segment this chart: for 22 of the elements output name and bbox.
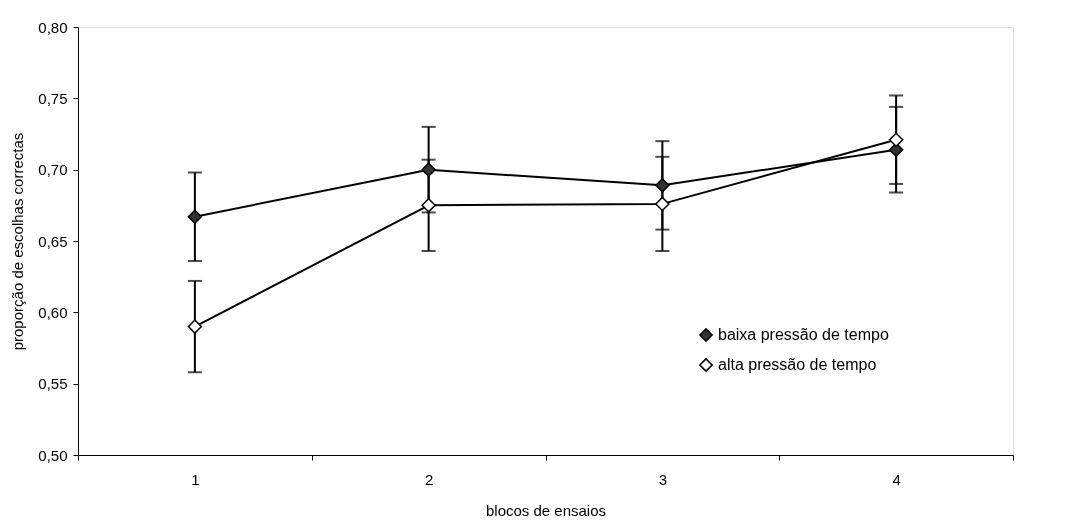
x-tick-label: 4 (892, 470, 901, 488)
y-tick-label: 0,70 (38, 161, 68, 179)
point (421, 162, 436, 177)
y-tick-label: 0,60 (38, 303, 68, 321)
legend-label: alta pressão de tempo (718, 356, 877, 373)
y-tick-label: 0,65 (38, 232, 68, 250)
point (655, 196, 670, 212)
x-axis-title: blocos de ensaios (485, 501, 607, 519)
y-axis-title: proporção de escolhas correctas (9, 132, 27, 351)
legend-label: baixa pressão de tempo (718, 326, 889, 343)
y-tick-label: 0,75 (38, 89, 68, 107)
y-tick-label: 0,50 (38, 446, 68, 464)
point (655, 178, 670, 193)
point (187, 319, 203, 334)
y-tick-label: 0,55 (38, 375, 68, 393)
x-tick-label: 3 (658, 470, 668, 488)
x-tick-label: 1 (191, 470, 200, 488)
y-tick-label: 0,80 (38, 18, 68, 36)
point (187, 209, 203, 225)
x-tick-label: 2 (424, 470, 434, 488)
point (888, 132, 904, 147)
point (421, 198, 436, 213)
